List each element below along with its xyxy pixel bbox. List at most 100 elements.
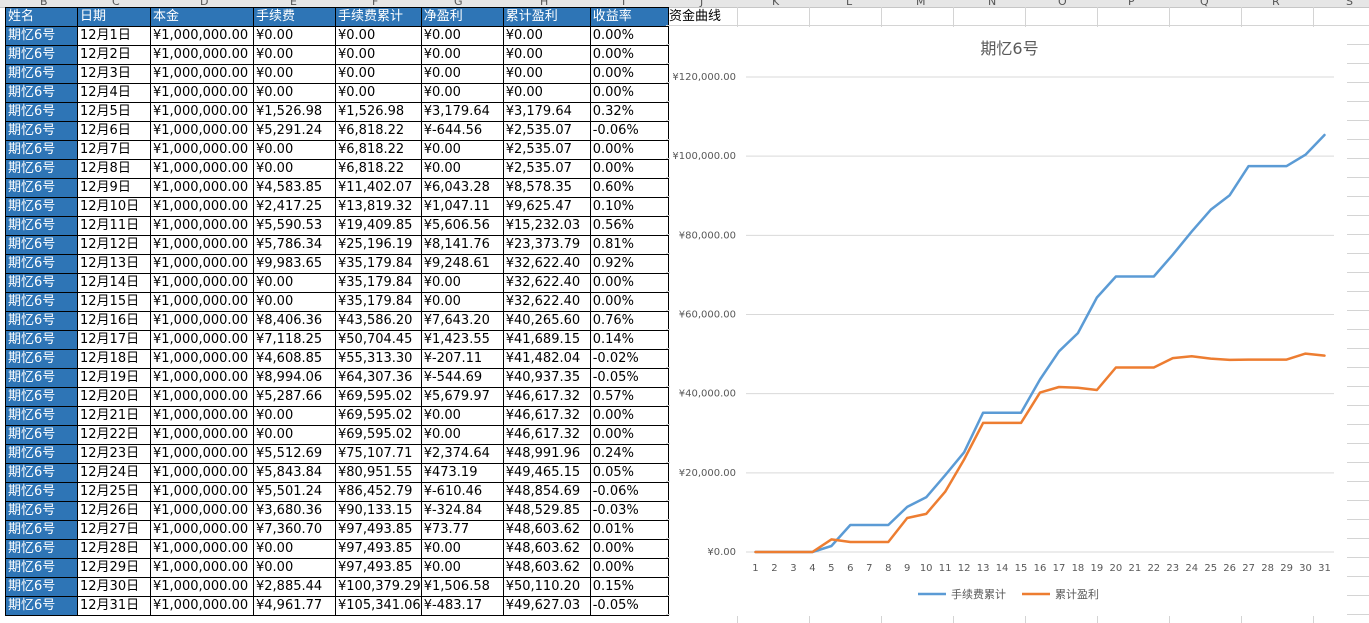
data-cell[interactable]: ¥0.00 [420, 159, 504, 179]
data-cell[interactable]: ¥5,590.53 [253, 216, 336, 236]
name-cell[interactable]: 期忆6号 [5, 520, 78, 540]
data-cell[interactable]: ¥1,000,000.00 [150, 216, 254, 236]
data-cell[interactable]: ¥0.00 [502, 83, 591, 103]
name-cell[interactable]: 期忆6号 [5, 45, 78, 65]
data-cell[interactable]: ¥1,000,000.00 [150, 330, 254, 350]
data-cell[interactable]: 12月29日 [77, 558, 151, 578]
data-cell[interactable]: ¥0.00 [253, 425, 336, 445]
data-cell[interactable]: 12月23日 [77, 444, 151, 464]
data-cell[interactable]: ¥97,493.85 [335, 558, 422, 578]
data-cell[interactable]: ¥97,493.85 [335, 539, 422, 559]
column-letter[interactable]: M [916, 0, 926, 8]
data-cell[interactable]: ¥9,983.65 [253, 254, 336, 274]
data-cell[interactable]: 12月30日 [77, 577, 151, 597]
data-cell[interactable]: ¥64,307.36 [335, 368, 422, 388]
data-cell[interactable]: 0.00% [589, 539, 669, 559]
data-cell[interactable]: 12月6日 [77, 121, 151, 141]
data-cell[interactable]: 12月1日 [77, 26, 151, 46]
data-cell[interactable]: ¥1,526.98 [253, 102, 336, 122]
data-cell[interactable]: ¥6,043.28 [420, 178, 504, 198]
data-cell[interactable]: ¥2,535.07 [502, 121, 591, 141]
data-cell[interactable]: 12月22日 [77, 425, 151, 445]
data-cell[interactable]: ¥0.00 [335, 45, 422, 65]
data-cell[interactable]: 0.24% [589, 444, 669, 464]
data-cell[interactable]: ¥-644.56 [420, 121, 504, 141]
data-cell[interactable]: ¥90,133.15 [335, 501, 422, 521]
data-cell[interactable]: ¥-207.11 [420, 349, 504, 369]
name-cell[interactable]: 期忆6号 [5, 26, 78, 46]
data-cell[interactable]: ¥473.19 [420, 463, 504, 483]
data-cell[interactable]: 12月11日 [77, 216, 151, 236]
data-cell[interactable]: -0.06% [589, 121, 669, 141]
data-cell[interactable]: ¥5,786.34 [253, 235, 336, 255]
data-cell[interactable]: ¥-324.84 [420, 501, 504, 521]
data-cell[interactable]: ¥-610.46 [420, 482, 504, 502]
data-cell[interactable]: ¥1,000,000.00 [150, 26, 254, 46]
column-header-cell[interactable]: 累计盈利 [502, 7, 591, 27]
data-cell[interactable]: ¥2,374.64 [420, 444, 504, 464]
name-cell[interactable]: 期忆6号 [5, 292, 78, 312]
data-cell[interactable]: ¥35,179.84 [335, 254, 422, 274]
column-letter[interactable]: H [540, 0, 549, 8]
data-cell[interactable]: ¥48,529.85 [502, 501, 591, 521]
data-cell[interactable]: ¥105,341.06 [335, 596, 422, 616]
data-cell[interactable]: ¥1,000,000.00 [150, 102, 254, 122]
data-cell[interactable]: 12月21日 [77, 406, 151, 426]
data-cell[interactable]: ¥2,535.07 [502, 140, 591, 160]
data-cell[interactable]: 12月3日 [77, 64, 151, 84]
data-cell[interactable]: ¥49,627.03 [502, 596, 591, 616]
data-cell[interactable]: ¥0.00 [253, 273, 336, 293]
data-cell[interactable]: 12月5日 [77, 102, 151, 122]
data-cell[interactable]: ¥6,818.22 [335, 121, 422, 141]
data-cell[interactable]: ¥15,232.03 [502, 216, 591, 236]
data-cell[interactable]: ¥11,402.07 [335, 178, 422, 198]
data-cell[interactable]: ¥0.00 [253, 45, 336, 65]
name-cell[interactable]: 期忆6号 [5, 444, 78, 464]
data-cell[interactable]: 0.92% [589, 254, 669, 274]
data-cell[interactable]: ¥48,603.62 [502, 558, 591, 578]
data-cell[interactable]: 12月9日 [77, 178, 151, 198]
data-cell[interactable]: ¥1,000,000.00 [150, 64, 254, 84]
data-cell[interactable]: ¥4,961.77 [253, 596, 336, 616]
column-header-cell[interactable]: 收益率 [589, 7, 669, 27]
data-cell[interactable]: ¥1,000,000.00 [150, 159, 254, 179]
data-cell[interactable]: ¥49,465.15 [502, 463, 591, 483]
data-cell[interactable]: ¥0.00 [253, 64, 336, 84]
data-cell[interactable]: ¥1,000,000.00 [150, 292, 254, 312]
data-cell[interactable]: 0.14% [589, 330, 669, 350]
data-cell[interactable]: -0.06% [589, 482, 669, 502]
data-cell[interactable]: 0.00% [589, 558, 669, 578]
data-cell[interactable]: ¥48,603.62 [502, 539, 591, 559]
data-cell[interactable]: -0.05% [589, 368, 669, 388]
data-cell[interactable]: ¥80,951.55 [335, 463, 422, 483]
data-cell[interactable]: 12月25日 [77, 482, 151, 502]
data-cell[interactable]: ¥1,000,000.00 [150, 444, 254, 464]
name-cell[interactable]: 期忆6号 [5, 368, 78, 388]
name-cell[interactable]: 期忆6号 [5, 83, 78, 103]
data-cell[interactable]: ¥0.00 [335, 83, 422, 103]
data-cell[interactable]: ¥0.00 [253, 83, 336, 103]
data-cell[interactable]: 12月20日 [77, 387, 151, 407]
data-cell[interactable]: ¥0.00 [420, 83, 504, 103]
data-cell[interactable]: 0.00% [589, 292, 669, 312]
data-cell[interactable]: ¥55,313.30 [335, 349, 422, 369]
column-header-cell[interactable]: 净盈利 [420, 7, 504, 27]
data-cell[interactable]: ¥1,000,000.00 [150, 558, 254, 578]
data-cell[interactable]: ¥50,704.45 [335, 330, 422, 350]
column-letter[interactable]: D [200, 0, 209, 8]
data-cell[interactable]: ¥0.00 [420, 425, 504, 445]
data-cell[interactable]: 0.57% [589, 387, 669, 407]
data-cell[interactable]: ¥32,622.40 [502, 273, 591, 293]
column-header-cell[interactable]: 本金 [150, 7, 254, 27]
data-cell[interactable]: ¥2,885.44 [253, 577, 336, 597]
data-cell[interactable]: ¥1,000,000.00 [150, 273, 254, 293]
data-cell[interactable]: 12月4日 [77, 83, 151, 103]
data-cell[interactable]: ¥13,819.32 [335, 197, 422, 217]
data-cell[interactable]: ¥46,617.32 [502, 406, 591, 426]
data-cell[interactable]: ¥46,617.32 [502, 425, 591, 445]
data-cell[interactable]: ¥35,179.84 [335, 273, 422, 293]
data-cell[interactable]: ¥5,679.97 [420, 387, 504, 407]
data-cell[interactable]: 12月15日 [77, 292, 151, 312]
data-cell[interactable]: 12月27日 [77, 520, 151, 540]
data-cell[interactable]: 12月16日 [77, 311, 151, 331]
